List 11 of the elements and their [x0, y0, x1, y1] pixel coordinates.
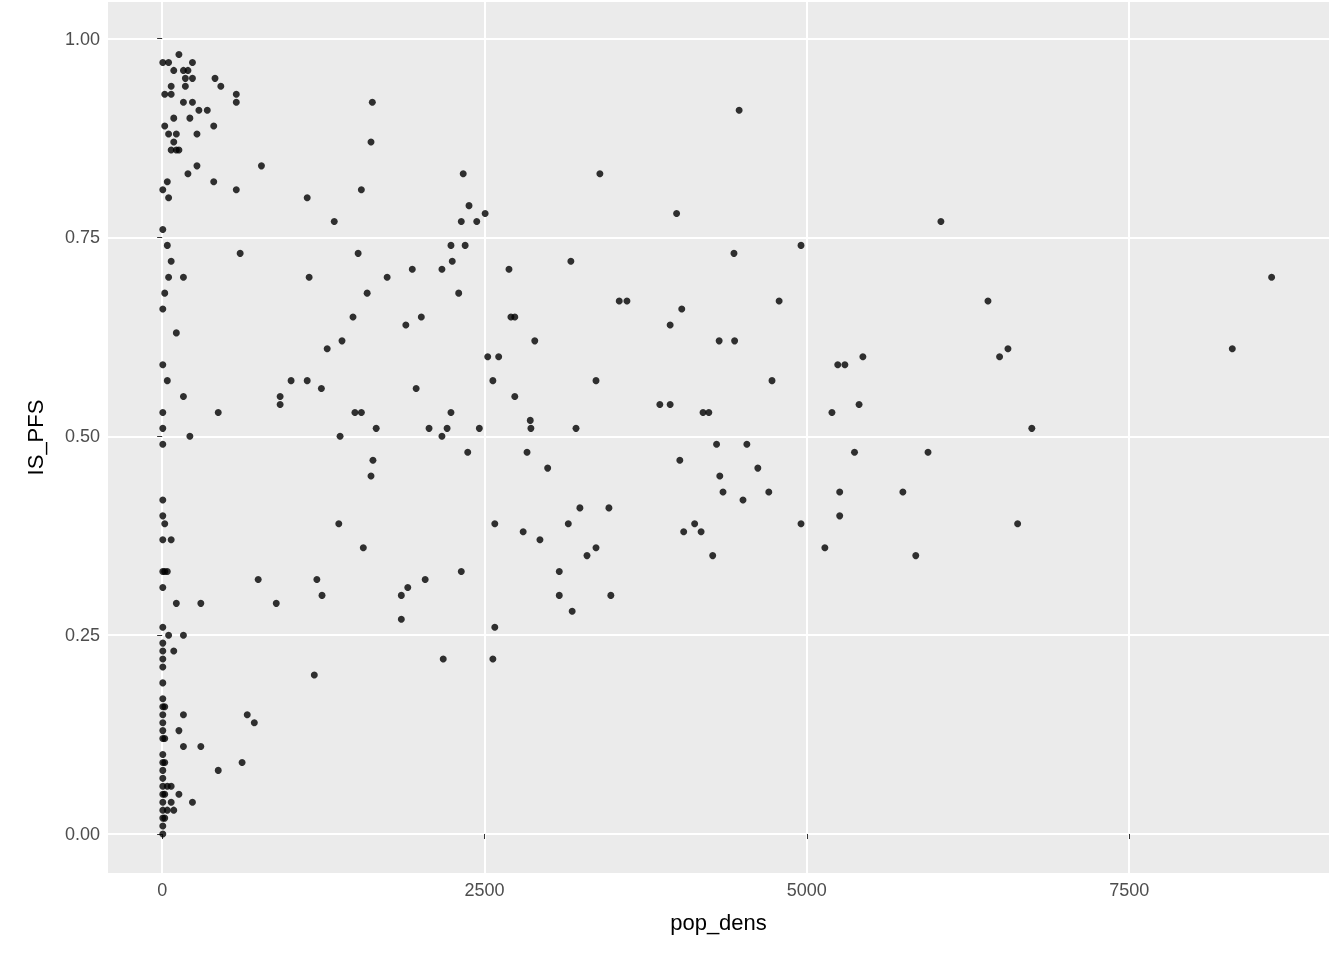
x-tick-label: 0 [157, 880, 168, 900]
x-tick-label: 5000 [786, 880, 827, 900]
x-tick-label: 7500 [1109, 880, 1150, 900]
y-tick-label: 0.50 [64, 426, 100, 447]
y-axis-title: IS_PFS [22, 399, 48, 476]
y-tick-label: 0.00 [64, 824, 100, 845]
x-axis-title: pop_dens [670, 909, 767, 935]
y-tick-label: 0.75 [64, 227, 100, 248]
x-tick-label: 2500 [464, 880, 505, 900]
y-tick-label: 0.25 [64, 625, 100, 646]
y-tick-label: 1.00 [64, 28, 100, 49]
